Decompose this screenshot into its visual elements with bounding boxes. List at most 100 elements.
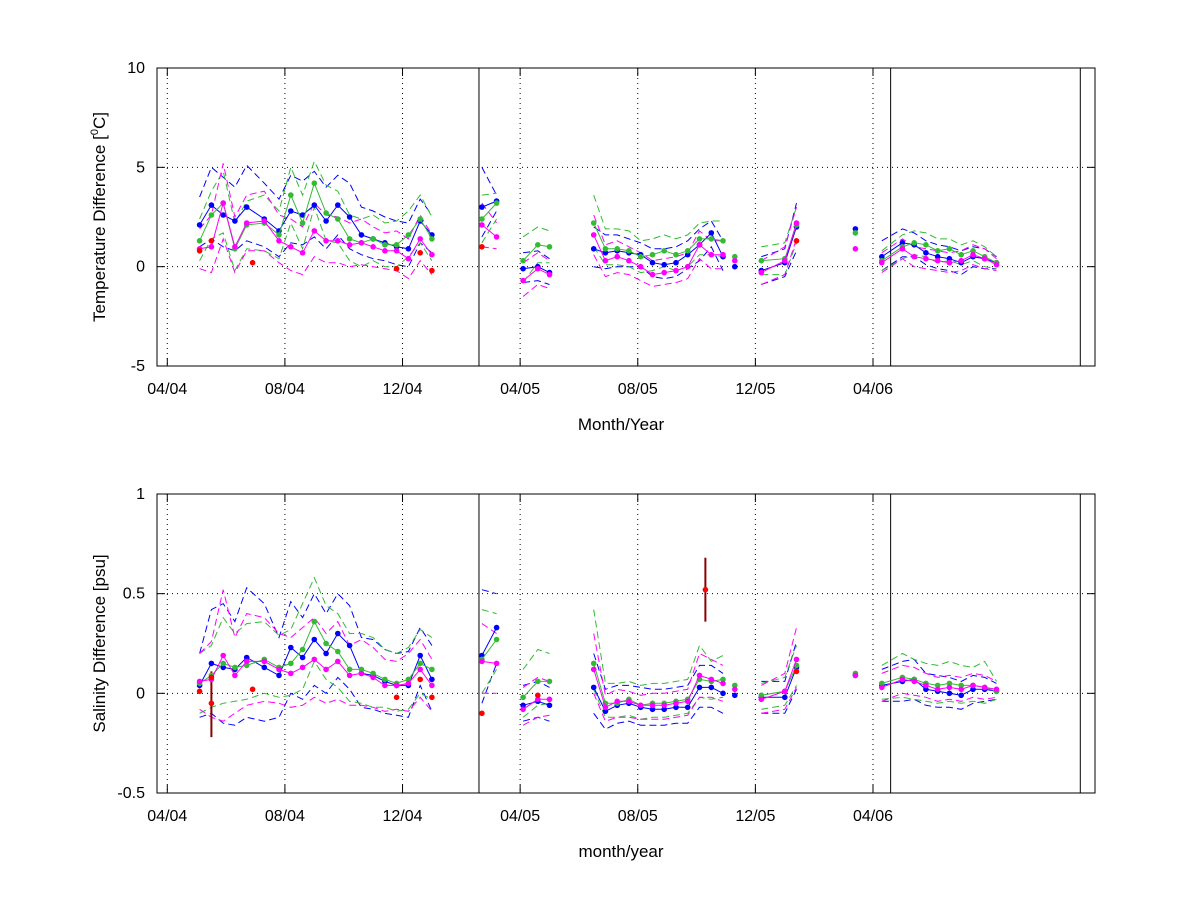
envelope-green bbox=[481, 669, 498, 694]
envelope-green bbox=[593, 194, 723, 242]
data-point-magenta bbox=[637, 263, 644, 270]
data-point-red bbox=[208, 238, 215, 244]
data-point-magenta bbox=[370, 244, 376, 250]
data-point-red bbox=[393, 694, 400, 701]
envelope-blue bbox=[481, 167, 498, 196]
data-point-blue bbox=[958, 692, 964, 699]
data-point-magenta bbox=[276, 238, 282, 244]
data-point-magenta bbox=[934, 686, 941, 693]
envelope-magenta bbox=[593, 693, 724, 722]
x-tick-label: 04/04 bbox=[147, 381, 187, 398]
data-point-blue bbox=[208, 202, 215, 208]
data-point-magenta bbox=[970, 682, 976, 689]
series-line-green bbox=[481, 639, 498, 660]
series-line-magenta bbox=[881, 248, 997, 266]
data-point-magenta bbox=[899, 246, 906, 252]
data-point-magenta bbox=[220, 200, 226, 206]
data-point-magenta bbox=[993, 261, 1000, 268]
data-point-green bbox=[958, 251, 964, 258]
data-point-magenta bbox=[614, 698, 620, 705]
data-point-blue bbox=[323, 218, 329, 224]
data-point-green bbox=[299, 220, 306, 226]
envelope-green bbox=[522, 648, 550, 670]
data-point-magenta bbox=[393, 682, 400, 689]
data-point-green bbox=[208, 212, 215, 218]
data-point-red bbox=[535, 692, 541, 699]
data-point-green bbox=[382, 242, 388, 248]
data-point-blue bbox=[782, 694, 788, 701]
data-point-green bbox=[323, 210, 329, 216]
data-point-blue bbox=[323, 650, 329, 657]
data-point-magenta bbox=[382, 248, 388, 254]
data-point-blue bbox=[261, 664, 268, 671]
envelope-magenta bbox=[881, 238, 997, 260]
data-point-blue bbox=[493, 624, 500, 631]
data-point-magenta bbox=[358, 240, 365, 246]
envelope-magenta bbox=[593, 214, 723, 262]
envelope-green bbox=[481, 192, 497, 196]
envelope-blue bbox=[881, 698, 997, 710]
envelope-blue bbox=[523, 250, 550, 260]
data-point-red bbox=[793, 668, 800, 675]
data-point-magenta bbox=[220, 652, 226, 659]
envelope-green bbox=[593, 689, 724, 720]
data-point-red bbox=[249, 259, 256, 266]
envelope-green bbox=[481, 609, 497, 615]
data-point-green bbox=[684, 248, 691, 254]
salinity-panel: 1 0.5 0 -0.504/04 08/04 12/04 04/05 08/05 12/05 0… bbox=[90, 486, 1096, 861]
data-point-blue bbox=[299, 654, 306, 661]
data-point-magenta bbox=[232, 244, 238, 250]
data-point-blue bbox=[602, 250, 609, 256]
data-point-green bbox=[590, 220, 597, 226]
data-point-blue bbox=[208, 660, 215, 667]
data-point-green bbox=[535, 678, 541, 685]
envelope-magenta bbox=[881, 258, 997, 274]
data-point-blue bbox=[732, 692, 738, 699]
data-point-blue bbox=[946, 255, 953, 262]
data-point-blue bbox=[520, 265, 526, 272]
series-line-blue bbox=[481, 627, 498, 656]
data-point-magenta bbox=[696, 672, 703, 679]
envelope-blue bbox=[481, 663, 498, 704]
data-point-magenta bbox=[673, 700, 679, 707]
data-point-green bbox=[346, 666, 353, 673]
envelope-magenta bbox=[199, 589, 433, 662]
data-point-blue bbox=[684, 704, 691, 711]
data-point-magenta bbox=[732, 686, 738, 693]
data-point-blue bbox=[346, 214, 353, 220]
x-tick-label: 08/04 bbox=[265, 808, 305, 825]
data-point-magenta bbox=[429, 682, 435, 689]
y-axis-label: Temperature Difference [0C] bbox=[89, 112, 109, 322]
x-tick-label: 12/05 bbox=[735, 808, 775, 825]
data-point-blue bbox=[546, 702, 553, 709]
data-point-blue bbox=[934, 253, 941, 260]
x-tick-label: 08/04 bbox=[265, 381, 305, 398]
data-point-magenta bbox=[590, 666, 597, 673]
data-point-magenta bbox=[405, 255, 412, 262]
x-tick-label: 04/05 bbox=[500, 808, 540, 825]
data-point-red bbox=[417, 250, 424, 256]
data-point-blue bbox=[520, 702, 526, 709]
data-point-magenta bbox=[614, 253, 620, 260]
data-point-magenta bbox=[346, 672, 353, 679]
data-point-magenta bbox=[243, 658, 250, 665]
data-point-blue bbox=[311, 202, 318, 208]
envelope-magenta bbox=[199, 163, 433, 240]
data-point-green bbox=[911, 240, 917, 246]
data-point-magenta bbox=[479, 658, 485, 665]
data-point-magenta bbox=[311, 228, 318, 234]
data-point-magenta bbox=[546, 271, 553, 278]
data-point-green bbox=[417, 216, 424, 222]
envelope-blue bbox=[761, 689, 797, 714]
data-point-green bbox=[546, 678, 553, 685]
y-tick-label: 5 bbox=[136, 159, 145, 176]
data-point-magenta bbox=[852, 672, 859, 679]
data-point-magenta bbox=[708, 251, 715, 258]
data-point-magenta bbox=[946, 684, 953, 691]
envelope-magenta bbox=[522, 676, 550, 688]
data-point-magenta bbox=[261, 658, 268, 665]
data-point-blue bbox=[708, 684, 715, 691]
data-point-green bbox=[590, 660, 597, 667]
series-line-blue bbox=[881, 242, 997, 264]
x-tick-label: 04/05 bbox=[500, 381, 540, 398]
